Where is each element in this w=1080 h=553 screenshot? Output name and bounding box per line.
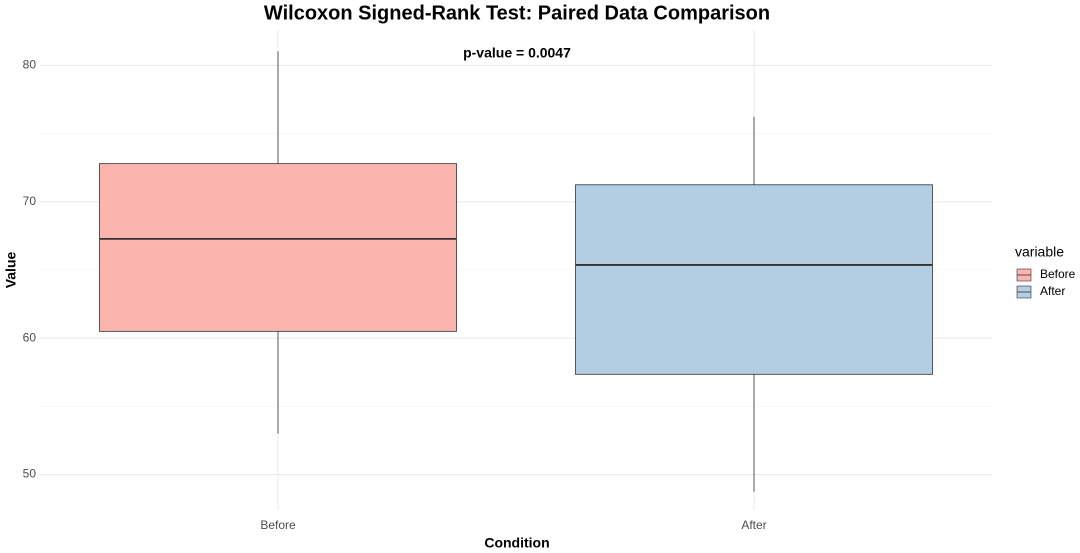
y-tick-label: 50 <box>23 467 37 481</box>
legend-label: Before <box>1040 267 1076 281</box>
legend-label: After <box>1040 284 1065 298</box>
x-tick-label: After <box>741 518 766 532</box>
y-tick-label: 70 <box>23 194 37 208</box>
annotation: p-value = 0.0047 <box>463 45 571 61</box>
y-tick-label: 60 <box>23 330 37 344</box>
chart-title: Wilcoxon Signed-Rank Test: Paired Data C… <box>264 2 770 24</box>
box <box>99 163 457 332</box>
x-axis-label: Condition <box>484 535 549 551</box>
box <box>575 184 933 375</box>
y-axis-label: Value <box>3 252 19 289</box>
x-tick-label: Before <box>260 518 296 532</box>
y-tick-label: 80 <box>23 58 37 72</box>
legend-title: variable <box>1015 244 1064 260</box>
